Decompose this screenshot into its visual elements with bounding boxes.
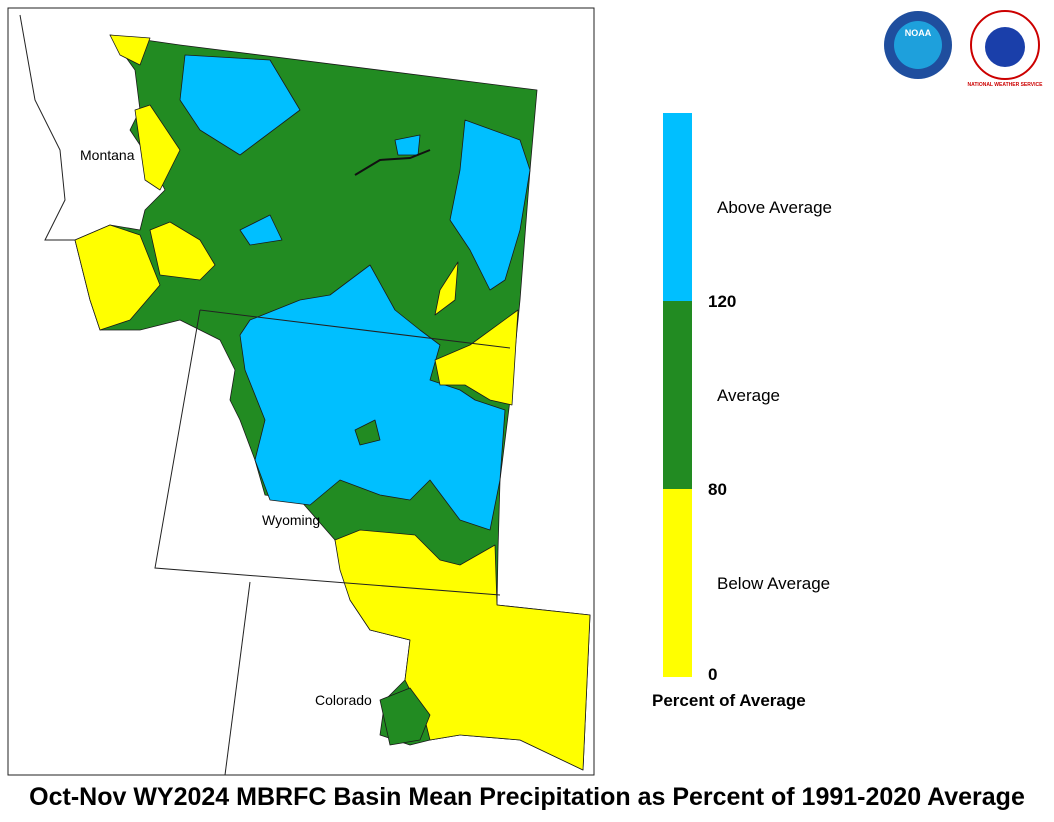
state-border xyxy=(224,581,251,776)
basin-region xyxy=(134,104,181,191)
legend-break: 0 xyxy=(708,665,717,684)
logo-text: NATIONAL WEATHER SERVICE xyxy=(968,82,1044,88)
legend-swatch xyxy=(663,489,692,677)
reservoir xyxy=(354,149,431,176)
logo-core xyxy=(985,27,1025,67)
basin-region xyxy=(379,687,431,746)
basin-region xyxy=(239,264,506,531)
legend-swatch xyxy=(663,113,692,301)
legend-break: 80 xyxy=(708,480,727,499)
logo-text: NOAA xyxy=(905,28,932,38)
state-border xyxy=(199,309,511,349)
logo-core xyxy=(894,21,942,69)
basin-region xyxy=(239,214,283,246)
state-label: Wyoming xyxy=(262,512,320,528)
legend-title: Percent of Average xyxy=(652,691,806,710)
basin-region xyxy=(149,221,216,281)
nws-logo: NATIONAL WEATHER SERVICE xyxy=(968,10,1044,88)
map xyxy=(19,14,591,776)
title: Oct-Nov WY2024 MBRFC Basin Mean Precipit… xyxy=(29,783,1025,811)
basin-region xyxy=(109,34,151,66)
legend-swatch xyxy=(663,301,692,489)
legend-break: 120 xyxy=(708,292,736,311)
basin-region xyxy=(449,119,531,291)
state-label: Montana xyxy=(80,147,135,163)
legend-label: Above Average xyxy=(717,198,832,217)
state-border xyxy=(19,14,75,241)
basin-region xyxy=(354,419,381,446)
basin-region xyxy=(434,309,519,406)
basin-region xyxy=(179,54,301,156)
legend-label: Average xyxy=(717,386,780,405)
legend-label: Below Average xyxy=(717,574,830,593)
noaa-logo: NOAA xyxy=(884,11,952,79)
state-border xyxy=(154,309,501,596)
legend: Below Average Average Above Average 0 80 120 xyxy=(663,113,832,684)
basin-region xyxy=(74,224,161,331)
basin-region xyxy=(434,261,459,316)
basin-region xyxy=(334,529,591,771)
state-label: Colorado xyxy=(315,692,372,708)
